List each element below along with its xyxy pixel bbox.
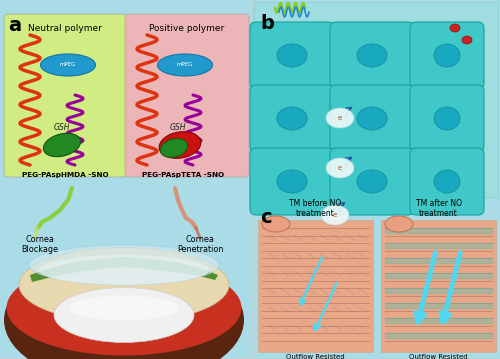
Ellipse shape [4, 255, 244, 359]
Ellipse shape [321, 205, 349, 225]
Ellipse shape [40, 54, 96, 76]
FancyBboxPatch shape [4, 14, 127, 177]
FancyBboxPatch shape [330, 85, 414, 152]
Ellipse shape [160, 139, 188, 157]
FancyBboxPatch shape [0, 0, 253, 359]
Ellipse shape [326, 158, 354, 178]
Text: Neutral polymer: Neutral polymer [28, 24, 102, 33]
Ellipse shape [434, 107, 460, 130]
Ellipse shape [277, 44, 307, 67]
Text: PEG-PAspTETA -SNO: PEG-PAspTETA -SNO [142, 172, 224, 178]
Ellipse shape [434, 170, 460, 193]
Text: mPEG: mPEG [60, 62, 76, 67]
Text: TM before NO
treatment: TM before NO treatment [290, 199, 342, 218]
Ellipse shape [262, 216, 290, 232]
FancyBboxPatch shape [254, 2, 498, 197]
Text: Cornea
Penetration: Cornea Penetration [177, 235, 223, 255]
FancyBboxPatch shape [381, 220, 496, 352]
Polygon shape [30, 257, 218, 282]
FancyBboxPatch shape [250, 85, 334, 152]
FancyBboxPatch shape [330, 22, 414, 89]
Ellipse shape [450, 24, 460, 32]
Ellipse shape [44, 133, 80, 157]
Ellipse shape [159, 132, 201, 158]
FancyBboxPatch shape [330, 148, 414, 215]
FancyBboxPatch shape [125, 14, 249, 177]
Text: c: c [260, 208, 272, 227]
Ellipse shape [69, 295, 179, 321]
Text: GSH: GSH [54, 123, 70, 132]
FancyBboxPatch shape [250, 148, 334, 215]
Ellipse shape [385, 216, 413, 232]
Text: Positive polymer: Positive polymer [150, 24, 224, 33]
Ellipse shape [277, 107, 307, 130]
Ellipse shape [6, 261, 242, 355]
Text: mPEG: mPEG [177, 62, 193, 67]
FancyBboxPatch shape [410, 85, 484, 152]
Ellipse shape [357, 107, 387, 130]
Text: b: b [260, 14, 274, 33]
Text: Outflow Resisted
IOP Attentuated: Outflow Resisted IOP Attentuated [409, 354, 468, 359]
Text: e: e [338, 165, 342, 171]
Text: Cornea
Blockage: Cornea Blockage [22, 235, 59, 255]
Text: GSH: GSH [170, 123, 186, 132]
Ellipse shape [434, 44, 460, 67]
Ellipse shape [54, 288, 194, 342]
FancyBboxPatch shape [410, 148, 484, 215]
Text: e: e [333, 212, 337, 218]
Text: PEG-PAspHMDA -SNO: PEG-PAspHMDA -SNO [22, 172, 108, 178]
Ellipse shape [158, 54, 212, 76]
Ellipse shape [326, 108, 354, 128]
Ellipse shape [462, 36, 472, 44]
Text: e: e [338, 115, 342, 121]
FancyBboxPatch shape [410, 22, 484, 89]
Text: TM after NO
treatment: TM after NO treatment [416, 199, 462, 218]
Ellipse shape [277, 170, 307, 193]
Ellipse shape [357, 44, 387, 67]
Ellipse shape [19, 247, 229, 322]
Text: Outflow Resisted
IOP Elevated: Outflow Resisted IOP Elevated [286, 354, 345, 359]
Ellipse shape [29, 245, 219, 285]
Text: a: a [8, 16, 21, 35]
FancyBboxPatch shape [250, 22, 334, 89]
FancyBboxPatch shape [258, 220, 373, 352]
Ellipse shape [39, 255, 209, 285]
Ellipse shape [357, 170, 387, 193]
